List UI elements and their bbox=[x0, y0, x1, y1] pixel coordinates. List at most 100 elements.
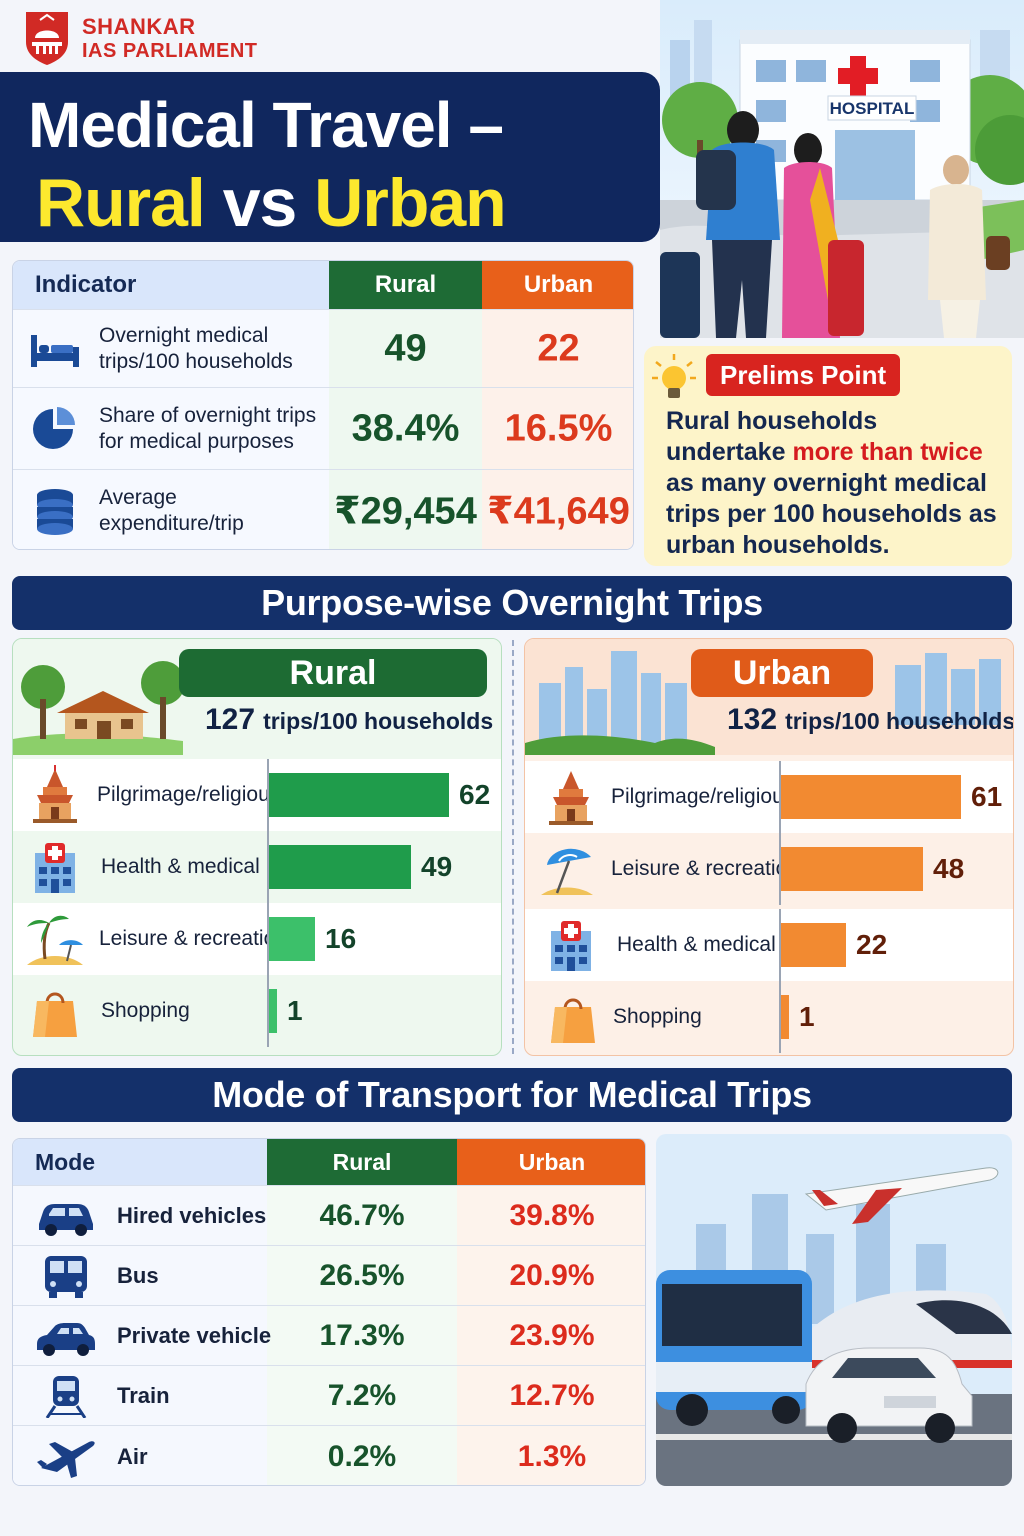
train-icon bbox=[45, 1376, 87, 1418]
urban-value-health: 22 bbox=[856, 929, 888, 960]
mode-header: Mode bbox=[13, 1139, 267, 1185]
mode-row: Train 7.2% 12.7% bbox=[13, 1365, 645, 1425]
purpose-row: Shopping 1 bbox=[13, 975, 501, 1047]
indicator-header: Indicator bbox=[13, 261, 329, 309]
rural-value: ₹29,454 bbox=[334, 490, 477, 532]
rural-bar-pilgrimage bbox=[269, 773, 449, 817]
mode-urban-value: 1.3% bbox=[517, 1439, 587, 1473]
purpose-row: Shopping 1 bbox=[525, 981, 1013, 1053]
purpose-label: Leisure & recreation bbox=[611, 857, 799, 880]
purpose-label: Shopping bbox=[613, 1005, 702, 1028]
indicator-label: Average expenditure/trip bbox=[99, 485, 244, 535]
bed-icon bbox=[31, 334, 79, 367]
rural-bar-health bbox=[269, 845, 411, 889]
purpose-row: Leisure & recreation 48 bbox=[525, 833, 1013, 905]
indicator-label: Overnight medical trips/100 households bbox=[99, 323, 293, 373]
purpose-row: Health & medical 49 bbox=[13, 831, 501, 903]
temple-icon bbox=[549, 771, 593, 825]
mode-row: Private vehicle 17.3% 23.9% bbox=[13, 1305, 645, 1365]
shopping-bag-icon bbox=[33, 992, 77, 1037]
urban-trips-number: 132 bbox=[727, 703, 778, 736]
urban-value: ₹41,649 bbox=[487, 490, 630, 532]
prelims-text-after: as many overnight medical trips per 100 … bbox=[666, 469, 997, 559]
mode-row: Air 0.2% 1.3% bbox=[13, 1425, 645, 1485]
urban-value: 22 bbox=[537, 327, 580, 369]
mode-row: Bus 26.5% 20.9% bbox=[13, 1245, 645, 1305]
urban-bar-pilgrimage bbox=[781, 775, 961, 819]
prelims-text: Rural households undertake more than twi… bbox=[666, 406, 1002, 561]
brand-line1: SHANKAR bbox=[82, 14, 196, 39]
rural-trips-unit: trips/100 households bbox=[263, 708, 494, 734]
purpose-label: Shopping bbox=[101, 999, 190, 1022]
indicator-label: Share of overnight trips for medical pur… bbox=[99, 403, 317, 453]
indicator-row: Average expenditure/trip ₹29,454 ₹41,649 bbox=[13, 469, 633, 549]
mode-rural-value: 7.2% bbox=[327, 1378, 397, 1412]
page-subtitle: Rural vs Urban bbox=[36, 164, 507, 242]
mode-label: Hired vehicles bbox=[117, 1202, 267, 1228]
rural-value-shopping: 1 bbox=[287, 995, 303, 1026]
mode-label: Air bbox=[117, 1443, 148, 1469]
mode-label: Bus bbox=[117, 1262, 159, 1288]
title-rural: Rural bbox=[36, 165, 206, 241]
rural-badge: Rural bbox=[179, 649, 487, 697]
purpose-label: Pilgrimage/religious bbox=[97, 783, 281, 806]
car-icon bbox=[37, 1323, 95, 1356]
title-vs: vs bbox=[204, 165, 315, 241]
rural-trips-total: 127 trips/100 households bbox=[205, 703, 493, 743]
mode-table: Mode Rural Urban Hired vehicles 46.7% 39… bbox=[12, 1138, 646, 1486]
rural-purpose-panel: Rural 127 trips/100 households Pilgrimag… bbox=[12, 638, 502, 1056]
urban-trips-unit: trips/100 households bbox=[785, 708, 1014, 734]
urban-bar-health bbox=[781, 923, 846, 967]
rural-bar-shopping bbox=[269, 989, 277, 1033]
mode-label: Private vehicle bbox=[117, 1322, 272, 1348]
purpose-label: Health & medical bbox=[101, 855, 260, 878]
mode-rural-value: 46.7% bbox=[319, 1198, 405, 1232]
page-title: Medical Travel – bbox=[28, 89, 504, 161]
rural-value: 38.4% bbox=[351, 407, 460, 449]
prelims-text-before: Rural households undertake bbox=[666, 407, 878, 466]
urban-bar-shopping bbox=[781, 995, 789, 1039]
rural-value-pilgrimage: 62 bbox=[459, 779, 491, 810]
prelims-tag: Prelims Point bbox=[706, 354, 901, 396]
prelims-point-box: Prelims Point Rural households undertake… bbox=[644, 346, 1012, 566]
purpose-row: Pilgrimage/religious 61 bbox=[525, 761, 1013, 833]
transport-illustration bbox=[656, 1134, 1012, 1486]
mode-label: Train bbox=[117, 1382, 170, 1408]
urban-value-pilgrimage: 61 bbox=[971, 781, 1003, 812]
mode-urban-value: 23.9% bbox=[509, 1318, 595, 1352]
urban-badge: Urban bbox=[691, 649, 873, 697]
brand-logo: SHANKAR IAS PARLIAMENT bbox=[22, 8, 332, 66]
indicator-row: Share of overnight trips for medical pur… bbox=[13, 387, 633, 469]
bus-icon bbox=[45, 1256, 87, 1298]
mode-row: Hired vehicles 46.7% 39.8% bbox=[13, 1185, 645, 1245]
prelims-highlight: more than twice bbox=[792, 438, 983, 466]
purpose-heading: Purpose-wise Overnight Trips bbox=[12, 576, 1012, 630]
brand-line2: IAS PARLIAMENT bbox=[82, 40, 258, 62]
purpose-row: Pilgrimage/religious 62 bbox=[13, 759, 501, 831]
urban-value-leisure: 48 bbox=[933, 853, 965, 884]
purpose-label: Health & medical bbox=[617, 933, 776, 956]
pie-chart-icon bbox=[33, 406, 75, 449]
urban-purpose-panel: Urban 132 trips/100 households Pilgrimag… bbox=[524, 638, 1014, 1056]
panel-divider bbox=[512, 640, 514, 1054]
hospital-icon bbox=[551, 921, 591, 971]
airplane-icon bbox=[37, 1441, 95, 1478]
lightbulb-icon bbox=[652, 354, 696, 398]
urban-value: 16.5% bbox=[504, 407, 613, 449]
mode-urban-header: Urban bbox=[457, 1139, 645, 1185]
urban-value-shopping: 1 bbox=[799, 1001, 815, 1032]
purpose-label: Leisure & recreation bbox=[99, 927, 287, 950]
indicator-row: Overnight medical trips/100 households 4… bbox=[13, 309, 633, 387]
purpose-row: Health & medical 22 bbox=[525, 909, 1013, 981]
car-icon bbox=[39, 1204, 93, 1236]
indicator-table: Indicator Rural Urban Overnight medical … bbox=[12, 260, 634, 550]
rural-header: Rural bbox=[329, 261, 482, 309]
mode-urban-value: 12.7% bbox=[509, 1378, 595, 1412]
beach-umbrella-icon bbox=[541, 848, 593, 895]
urban-header: Urban bbox=[482, 261, 633, 309]
beach-icon bbox=[27, 915, 83, 965]
rural-bar-leisure bbox=[269, 917, 315, 961]
mode-urban-value: 20.9% bbox=[509, 1258, 595, 1292]
title-urban: Urban bbox=[314, 165, 506, 241]
mode-rural-value: 0.2% bbox=[327, 1439, 397, 1473]
